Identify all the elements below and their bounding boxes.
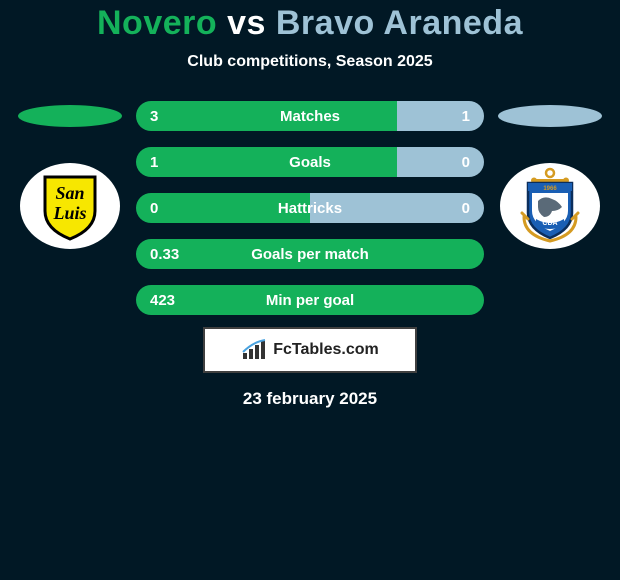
player2-name: Bravo Araneda — [276, 4, 523, 42]
vs-text: vs — [227, 4, 266, 42]
subtitle: Club competitions, Season 2025 — [187, 53, 432, 71]
stat-bar: 1Goals0 — [136, 147, 484, 177]
svg-text:CDA: CDA — [542, 220, 557, 227]
brand-box[interactable]: FcTables.com — [203, 327, 417, 373]
stat-bar-inner: 423Min per goal — [136, 285, 484, 315]
player1-marker — [18, 105, 122, 127]
stats-column: 3Matches1 1Goals0 0Hattricks0 0.33Goals per… — [136, 101, 484, 315]
stat-bar-inner: 1Goals0 — [136, 147, 484, 177]
svg-text:1966: 1966 — [543, 186, 557, 192]
player1-name: Novero — [97, 4, 217, 42]
right-column: 1966 CDA — [490, 101, 610, 249]
club-badge-right: 1966 CDA — [500, 163, 600, 249]
san-luis-logo-icon: San Luis — [20, 163, 120, 249]
page-title: Novero vs Bravo Araneda — [97, 4, 523, 43]
comparison-widget: Novero vs Bravo Araneda Club competition… — [0, 0, 620, 409]
antofagasta-logo-icon: 1966 CDA — [500, 163, 600, 249]
stat-label: Min per goal — [136, 292, 484, 309]
stat-bar: 0Hattricks0 — [136, 193, 484, 223]
stat-label: Hattricks — [136, 200, 484, 217]
stat-bar: 3Matches1 — [136, 101, 484, 131]
stat-bar: 423Min per goal — [136, 285, 484, 315]
club-badge-left: San Luis — [20, 163, 120, 249]
brand-text: FcTables.com — [273, 341, 379, 359]
player2-marker — [498, 105, 602, 127]
stat-bar-inner: 3Matches1 — [136, 101, 484, 131]
stat-label: Goals per match — [136, 246, 484, 263]
bars-icon — [241, 339, 267, 361]
stat-bar-inner: 0.33Goals per match — [136, 239, 484, 269]
svg-text:San: San — [55, 183, 84, 203]
content-row: San Luis 3Matches1 1Goals0 0Hattricks0 0.33… — [0, 101, 620, 315]
date-text: 23 february 2025 — [243, 389, 377, 409]
stat-bar: 0.33Goals per match — [136, 239, 484, 269]
left-column: San Luis — [10, 101, 130, 249]
stat-bar-inner: 0Hattricks0 — [136, 193, 484, 223]
brand-inner: FcTables.com — [241, 339, 379, 361]
svg-text:Luis: Luis — [52, 203, 86, 223]
stat-label: Matches — [136, 108, 484, 125]
stat-label: Goals — [136, 154, 484, 171]
